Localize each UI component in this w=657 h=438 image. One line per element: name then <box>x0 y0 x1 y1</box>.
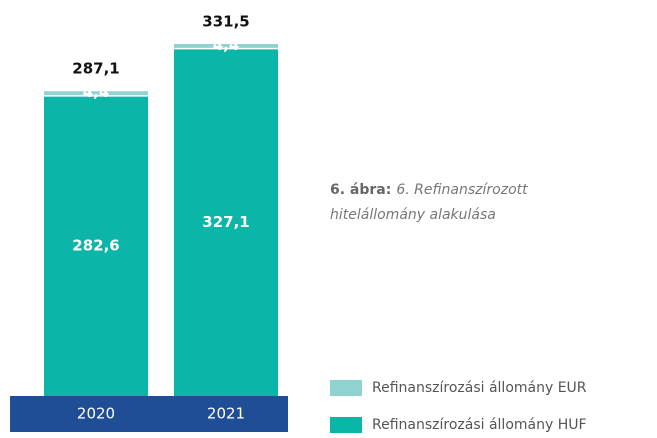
bar-segment <box>174 48 278 397</box>
legend-swatch <box>330 380 362 396</box>
x-axis-band <box>10 396 288 432</box>
bar-segment <box>44 95 148 396</box>
total-label: 331,5 <box>202 13 249 31</box>
bar-segment <box>174 44 278 49</box>
x-tick-label: 2020 <box>77 405 115 423</box>
legend-label: Refinanszírozási állomány EUR <box>372 380 587 396</box>
caption-text: 6. Refinanszírozott <box>396 182 528 198</box>
data-label: 327,1 <box>202 213 249 231</box>
caption-label: 6. ábra: <box>330 182 391 198</box>
data-label: 4,4 <box>213 36 240 54</box>
data-label: 4,4 <box>83 83 110 101</box>
legend-label: Refinanszírozási állomány HUF <box>372 417 587 433</box>
caption-text-line2: hitelállomány alakulása <box>330 207 496 223</box>
x-tick-label: 2021 <box>207 405 245 423</box>
bar-segment <box>44 91 148 96</box>
total-label: 287,1 <box>72 60 119 78</box>
caption: 6. ábra: 6. Refinanszírozott <box>330 182 528 198</box>
legend-swatch <box>330 417 362 433</box>
data-label: 282,6 <box>72 236 119 254</box>
